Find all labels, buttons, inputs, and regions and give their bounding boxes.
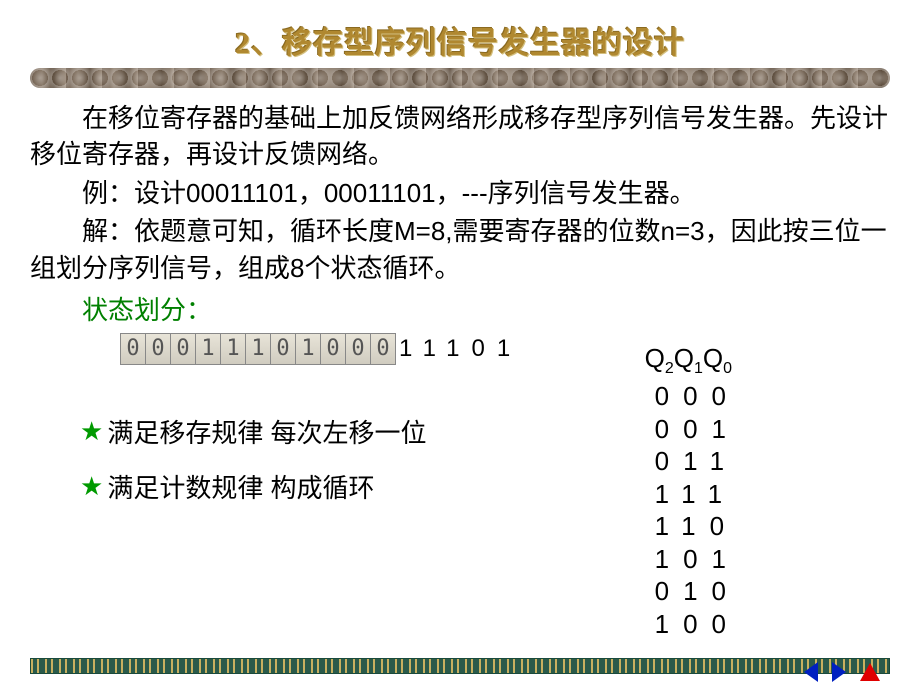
sequence-plain: 11101	[399, 335, 522, 363]
star-icon: ★	[80, 416, 103, 447]
sequence-box: 0	[170, 333, 196, 365]
rule-1-text: 满足移存规律 每次左移一位	[107, 413, 426, 450]
state-table-header: Q2Q1Q0	[645, 343, 740, 378]
paragraph-3: 解：依题意可知，循环长度M=8,需要寄存器的位数n=3，因此按三位一组划分序列信…	[30, 213, 890, 286]
sequence-row: 00011101000 11101	[120, 333, 890, 365]
rules-block: ★ 满足移存规律 每次左移一位 ★ 满足计数规律 构成循环	[80, 413, 427, 640]
paragraph-1: 在移位寄存器的基础上加反馈网络形成移存型序列信号发生器。先设计移位寄存器，再设计…	[30, 100, 890, 173]
decorative-divider	[30, 68, 890, 88]
sequence-box: 1	[220, 333, 246, 365]
rule-2-text: 满足计数规律 构成循环	[107, 468, 374, 505]
sequence-box: 1	[295, 333, 321, 365]
state-table-row: 010	[645, 575, 740, 608]
rule-2: ★ 满足计数规律 构成循环	[80, 468, 427, 505]
state-division-label: 状态划分：	[82, 290, 890, 327]
body-text: 在移位寄存器的基础上加反馈网络形成移存型序列信号发生器。先设计移位寄存器，再设计…	[30, 100, 890, 286]
state-table-row: 000	[645, 380, 740, 413]
sequence-boxed: 00011101000	[120, 333, 395, 365]
star-icon: ★	[80, 471, 103, 502]
state-table-row: 100	[645, 608, 740, 641]
sequence-box: 0	[120, 333, 146, 365]
decorative-footer-bar	[30, 658, 890, 674]
prev-slide-icon[interactable]	[804, 662, 818, 682]
state-table-row: 101	[645, 543, 740, 576]
paragraph-2: 例：设计00011101，00011101，---序列信号发生器。	[30, 175, 890, 211]
sequence-box: 0	[145, 333, 171, 365]
slide-container: 2、移存型序列信号发生器的设计 在移位寄存器的基础上加反馈网络形成移存型序列信号…	[0, 0, 920, 640]
state-table-row: 001	[645, 413, 740, 446]
sequence-box: 0	[320, 333, 346, 365]
sequence-box: 1	[195, 333, 221, 365]
slide-title: 2、移存型序列信号发生器的设计	[30, 18, 890, 62]
nav-controls	[804, 662, 880, 682]
state-table-row: 111	[645, 478, 740, 511]
state-table-row: 011	[645, 445, 740, 478]
sequence-box: 0	[270, 333, 296, 365]
sequence-box: 0	[345, 333, 371, 365]
state-table-row: 110	[645, 510, 740, 543]
sequence-box: 0	[370, 333, 396, 365]
sequence-box: 1	[245, 333, 271, 365]
next-slide-icon[interactable]	[832, 662, 846, 682]
state-table: Q2Q1Q0 000001011111110101010100	[645, 343, 740, 640]
home-slide-icon[interactable]	[860, 663, 880, 681]
state-table-rows: 000001011111110101010100	[645, 380, 740, 640]
rule-1: ★ 满足移存规律 每次左移一位	[80, 413, 427, 450]
lower-section: ★ 满足移存规律 每次左移一位 ★ 满足计数规律 构成循环 Q2Q1Q0 000…	[30, 383, 890, 640]
